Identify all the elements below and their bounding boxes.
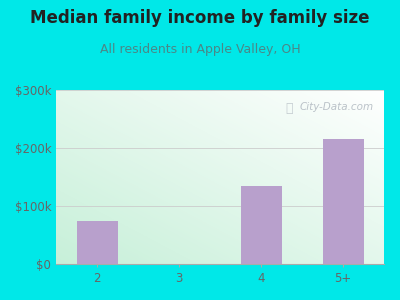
Bar (76, 220, 118, 264)
Text: Median family income by family size: Median family income by family size (30, 9, 370, 27)
Text: All residents in Apple Valley, OH: All residents in Apple Valley, OH (100, 44, 300, 56)
Text: ⓘ: ⓘ (286, 102, 293, 115)
Text: City-Data.com: City-Data.com (300, 102, 374, 112)
Bar (240, 186, 282, 264)
Bar (322, 139, 364, 264)
